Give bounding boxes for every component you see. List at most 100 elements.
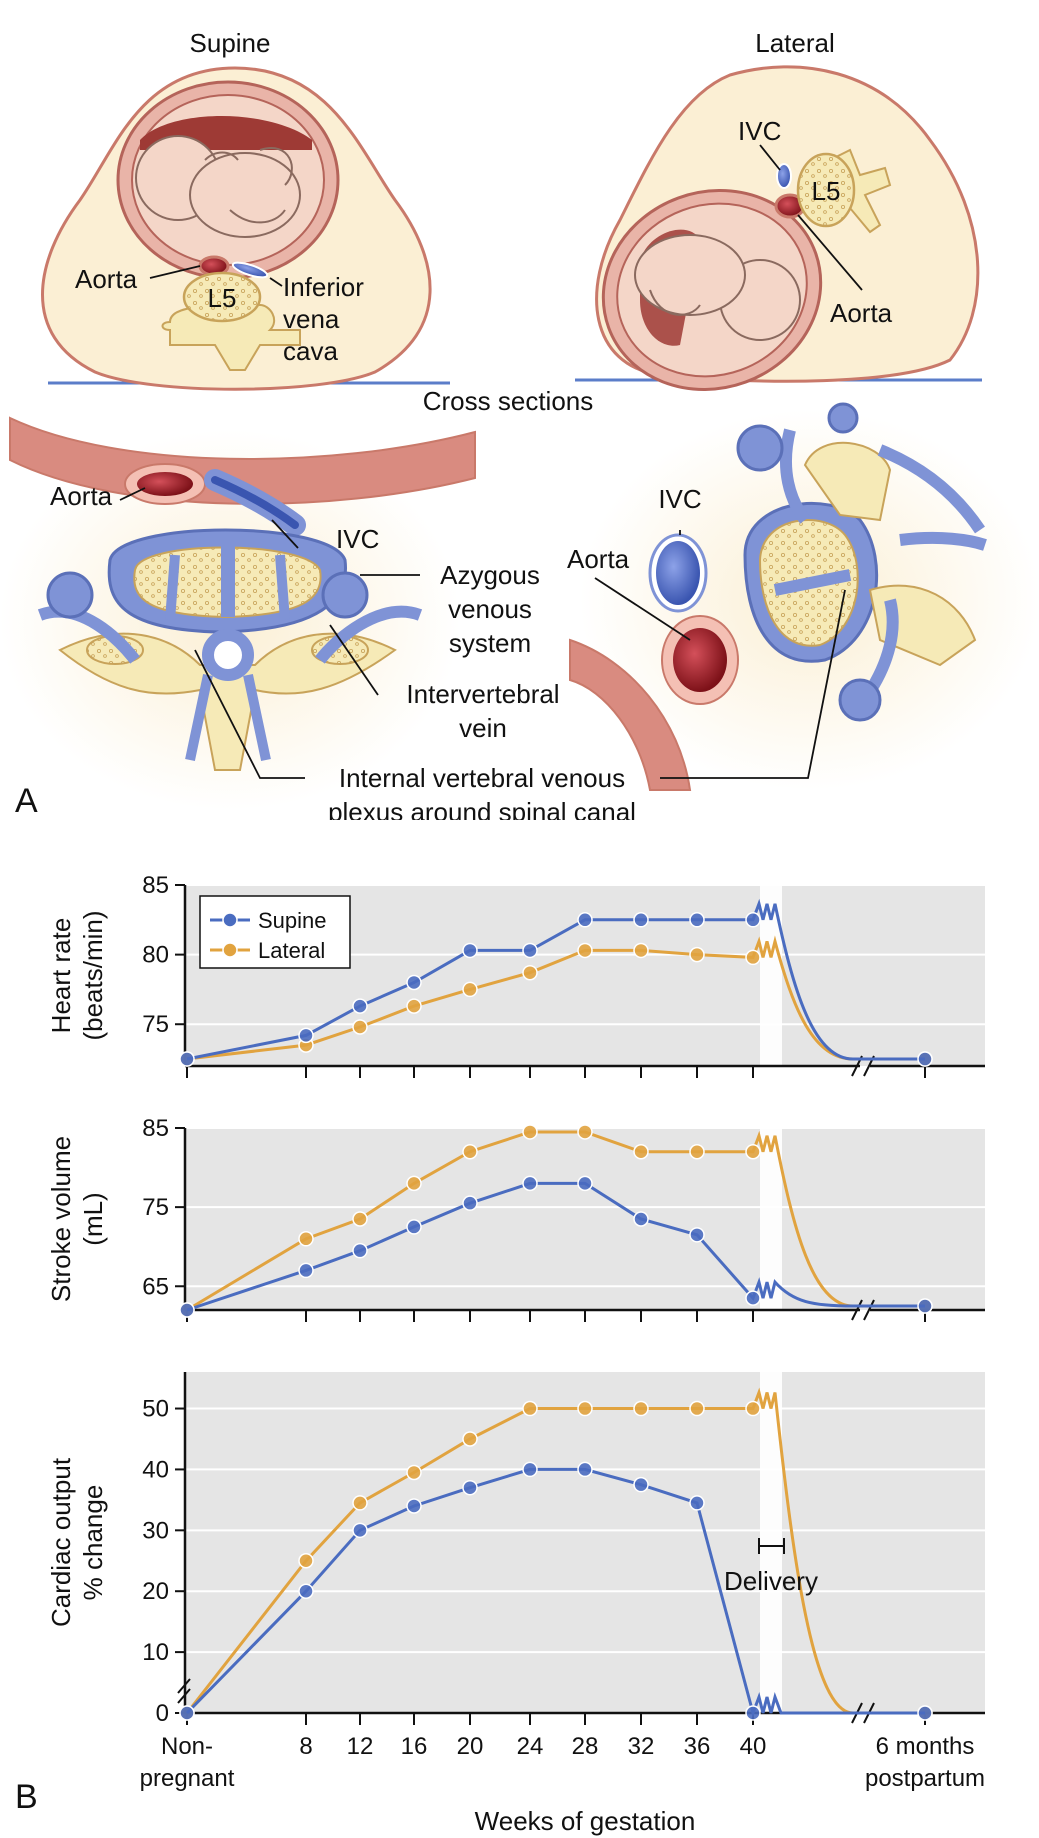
delivery-bracket (758, 1538, 785, 1554)
intervertebral-label-2: vein (459, 713, 507, 743)
x-tick-label: 12 (347, 1733, 374, 1760)
series-line-lateral (186, 1130, 925, 1312)
y-tick-label: 75 (142, 1011, 169, 1038)
series-line-lateral (185, 1387, 925, 1715)
data-point-supine (462, 1479, 478, 1496)
delivery-gap (760, 1128, 782, 1310)
x-tick-label: 8 (299, 1733, 312, 1760)
data-point-lateral (745, 1143, 761, 1160)
data-point-lateral (462, 1143, 478, 1160)
lateral-ivc-label: IVC (738, 116, 781, 146)
data-point-supine (462, 942, 478, 959)
data-point-lateral (577, 942, 593, 959)
lateral-cross-section: L5 IVC Aorta (575, 65, 982, 391)
data-point-supine (689, 1495, 705, 1511)
x-tick-label: 40 (740, 1733, 767, 1760)
plexus-aorta-label: Aorta (50, 481, 113, 511)
x-tick-label: 16 (401, 1733, 428, 1760)
data-point-lateral (462, 981, 478, 998)
data-point-supine (917, 1705, 933, 1721)
supine-title: Supine (190, 28, 271, 58)
axis-break (851, 1299, 875, 1321)
intervertebral-label-1: Intervertebral (406, 679, 559, 709)
data-point-lateral (633, 942, 649, 959)
y-tick-label: 75 (142, 1194, 169, 1221)
data-point-supine (406, 974, 422, 991)
x-tick-label: 20 (457, 1733, 484, 1760)
data-point-supine (689, 912, 705, 928)
supine-vena-label: vena (283, 304, 340, 334)
data-point-lateral (745, 949, 761, 966)
x-tick-label: pregnant (140, 1765, 235, 1792)
legend-label-lateral: Lateral (258, 938, 325, 963)
plexus-lateral-aorta-label: Aorta (567, 544, 630, 574)
y-tick-label: 10 (142, 1639, 169, 1666)
y-axis-title: % change (78, 1485, 108, 1601)
azygous-label-3: system (449, 628, 531, 658)
x-tick-label: 6 months (876, 1733, 975, 1760)
data-point-supine (179, 1051, 195, 1067)
data-point-supine (745, 1290, 761, 1306)
lateral-l5-label: L5 (812, 176, 841, 206)
data-point-lateral (522, 964, 538, 981)
data-point-supine (298, 1583, 314, 1599)
lateral-title: Lateral (755, 28, 835, 58)
data-point-supine (352, 1522, 368, 1539)
data-point-lateral (577, 1400, 593, 1417)
lateral-aorta-label: Aorta (830, 298, 893, 328)
x-tick-label: 36 (684, 1733, 711, 1760)
data-point-supine (298, 1027, 314, 1044)
data-point-lateral (689, 1400, 705, 1417)
data-point-supine (633, 912, 649, 928)
y-tick-label: 65 (142, 1273, 169, 1300)
plexus-ivc (211, 476, 299, 529)
y-axis-break (177, 1678, 191, 1704)
plexus-lateral-ivc-label: IVC (658, 484, 701, 514)
data-point-lateral (352, 1019, 368, 1035)
data-point-lateral (352, 1211, 368, 1227)
data-point-lateral (522, 1124, 538, 1140)
chart-1: 75 80 85 Heart rate (beats/min) Supine Lateral (46, 872, 985, 1078)
azygous-label-1: Azygous (440, 560, 540, 590)
series-line-supine (186, 898, 925, 1061)
plexus-aorta (137, 472, 193, 496)
supine-aorta-label: Aorta (75, 264, 138, 294)
x-tick-label: Non- (161, 1733, 213, 1760)
legend-box (199, 895, 351, 969)
data-point-supine (689, 1227, 705, 1243)
x-tick-label: 32 (628, 1733, 655, 1760)
data-point-supine (462, 1195, 478, 1211)
data-point-supine (745, 1705, 761, 1721)
data-point-supine (633, 1476, 649, 1493)
data-point-supine (633, 1211, 649, 1227)
data-point-supine (522, 1175, 538, 1192)
cross-sections-label: Cross sections (423, 386, 594, 416)
data-point-supine (179, 1705, 195, 1721)
supine-vertebra-l5 (161, 271, 301, 371)
y-axis-title: Stroke volume (46, 1136, 76, 1302)
data-point-lateral (633, 1400, 649, 1417)
lateral-vertebra-l5 (796, 148, 892, 234)
plexus-label-2: plexus around spinal canal (328, 797, 636, 820)
data-point-lateral (298, 1231, 314, 1247)
plexus-ivc-label: IVC (336, 524, 379, 554)
data-point-supine (577, 912, 593, 928)
data-point-supine (406, 1498, 422, 1514)
plexus-lateral-ivc (656, 541, 700, 605)
azygous-label-2: venous (448, 594, 532, 624)
data-point-supine (917, 1298, 933, 1314)
delivery-gap (760, 885, 782, 1066)
data-point-lateral (406, 1175, 422, 1192)
plexus-label-1: Internal vertebral venous (339, 763, 625, 793)
data-point-lateral (633, 1143, 649, 1160)
supine-inferior-label: Inferior (283, 272, 364, 302)
data-point-supine (917, 1051, 933, 1067)
lateral-fetus (634, 234, 801, 341)
chart-3: 0 10 20 30 40 50 Cardiac output% change Deliver… (46, 1372, 985, 1727)
plot-background (185, 1372, 985, 1713)
data-point-supine (406, 1219, 422, 1235)
data-point-supine (745, 912, 761, 928)
data-point-lateral (352, 1495, 368, 1511)
x-tick-label: postpartum (865, 1765, 985, 1792)
y-axis-title: Cardiac output (46, 1457, 76, 1627)
